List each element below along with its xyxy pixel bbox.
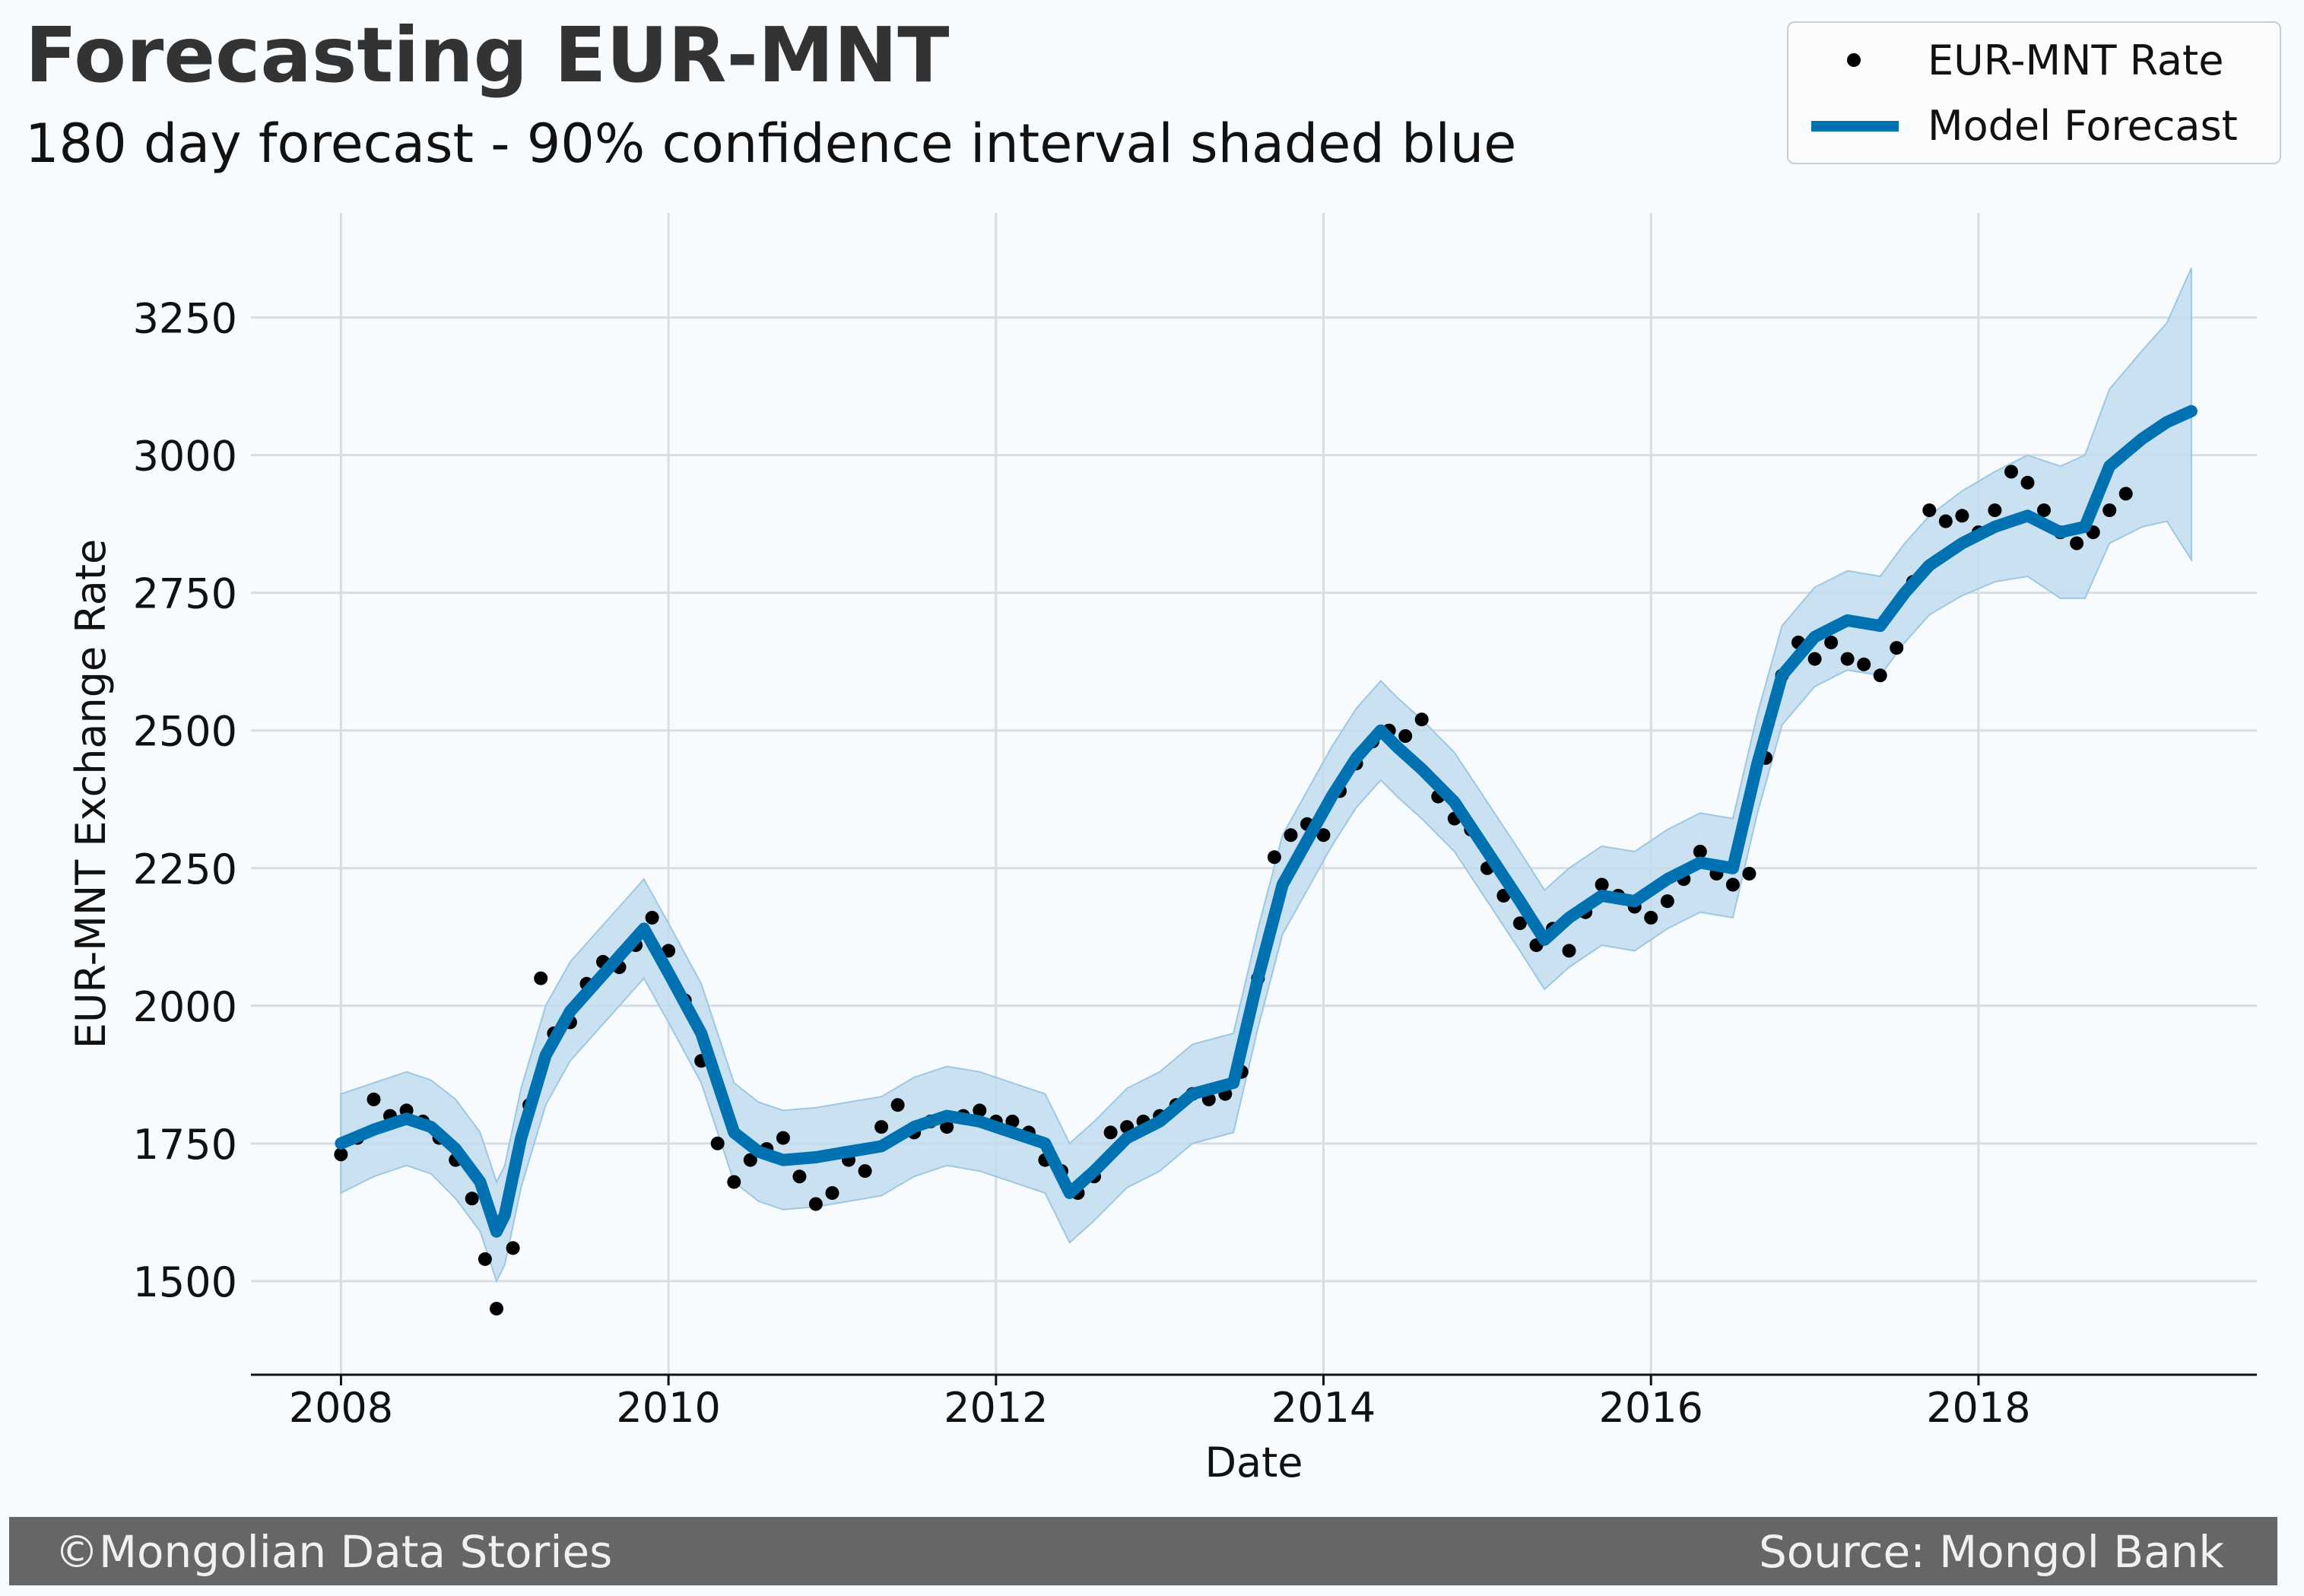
x-tick-label: 2012	[944, 1384, 1048, 1432]
observed-point	[1414, 712, 1429, 727]
forecast-line-layer	[335, 405, 2198, 1238]
observed-point	[1824, 635, 1839, 649]
observed-point	[1742, 867, 1757, 880]
observed-point	[1644, 910, 1658, 925]
x-tick-label: 2010	[616, 1384, 720, 1432]
observed-point	[2020, 475, 2035, 490]
y-tick-label: 2000	[133, 983, 237, 1031]
x-tick-label: 2014	[1271, 1384, 1376, 1432]
observed-point	[792, 1169, 807, 1184]
observed-point	[808, 1197, 823, 1211]
legend-label-forecast: Model Forecast	[1928, 102, 2238, 150]
x-tick-label: 2016	[1598, 1384, 1703, 1432]
footer-bar: ©Mongolian Data Stories Source: Mongol B…	[9, 1517, 2277, 1585]
observed-point	[940, 1120, 954, 1134]
observed-point	[2070, 536, 2084, 551]
chart-subtitle: 180 day forecast - 90% confidence interv…	[25, 113, 1517, 175]
observed-point	[1562, 944, 1576, 958]
observed-point	[334, 1147, 348, 1162]
y-tick-label: 2250	[133, 846, 237, 893]
forecast-line	[335, 405, 2198, 1238]
observed-point	[1840, 652, 1855, 666]
observed-point	[2118, 487, 2133, 501]
observed-point	[1316, 828, 1331, 842]
observed-point	[1512, 916, 1527, 931]
legend-item-rate: EUR-MNT Rate	[1788, 29, 2280, 90]
observed-point	[2102, 503, 2117, 518]
observed-point	[776, 1131, 790, 1145]
y-tick-label: 3250	[133, 295, 237, 343]
observed-point	[1398, 729, 1413, 743]
observed-point	[1873, 668, 1887, 683]
observed-point	[1103, 1125, 1118, 1140]
observed-point	[1857, 657, 1871, 671]
x-tick-label: 2018	[1926, 1384, 2030, 1432]
y-tick-label: 3000	[133, 433, 237, 481]
legend-marker-dot	[1847, 53, 1861, 67]
observed-point	[973, 1103, 987, 1118]
axes: 1500 1750 2000 2250 2500 2750 3000 3250 2008 2010…	[67, 295, 2257, 1487]
legend: EUR-MNT Rate Model Forecast	[1787, 21, 2281, 164]
observed-point	[1922, 503, 1937, 518]
observed-point	[1725, 877, 1740, 892]
observed-point	[1660, 894, 1674, 909]
observed-point	[858, 1164, 872, 1179]
observed-point	[1595, 877, 1609, 892]
grid	[251, 213, 2257, 1375]
footer-credit: ©Mongolian Data Stories	[55, 1526, 613, 1578]
observed-point	[743, 1153, 757, 1167]
chart-title: Forecasting EUR-MNT	[25, 11, 950, 100]
y-tick-label: 1750	[133, 1121, 237, 1169]
footer-source: Source: Mongol Bank	[1758, 1526, 2224, 1578]
observed-point	[506, 1241, 520, 1255]
observed-point	[1955, 509, 1969, 523]
y-tick-label: 2750	[133, 570, 237, 618]
observed-point	[825, 1186, 839, 1200]
observed-point	[890, 1098, 905, 1112]
y-tick-label: 2500	[133, 708, 237, 756]
observed-point	[2037, 503, 2051, 518]
legend-marker-line	[1811, 121, 1899, 132]
x-tick-label: 2008	[289, 1384, 393, 1432]
x-axis-label: Date	[1204, 1439, 1303, 1487]
observed-point	[1693, 845, 1707, 858]
observed-point	[490, 1302, 503, 1316]
observed-point	[1988, 503, 2002, 518]
observed-point	[534, 971, 548, 985]
observed-point	[465, 1191, 479, 1206]
observed-point	[1890, 641, 1904, 655]
observed-point	[1807, 652, 1822, 666]
observed-point	[478, 1252, 492, 1266]
confidence-band-layer	[340, 267, 2192, 1283]
observed-point	[1005, 1114, 1020, 1128]
observed-point	[2004, 465, 2018, 479]
legend-item-forecast: Model Forecast	[1788, 94, 2280, 155]
confidence-band	[340, 267, 2192, 1283]
observed-point	[367, 1092, 381, 1106]
legend-label-rate: EUR-MNT Rate	[1928, 36, 2224, 84]
y-tick-label: 1500	[133, 1258, 237, 1306]
observed-point	[1267, 850, 1281, 865]
observed-point	[874, 1120, 889, 1134]
observed-point	[1284, 828, 1298, 842]
observed-point	[645, 910, 659, 925]
observed-point	[710, 1136, 725, 1150]
y-axis-label: EUR-MNT Exchange Rate	[67, 539, 115, 1049]
observed-point	[727, 1175, 741, 1189]
observed-point	[1938, 514, 1953, 528]
